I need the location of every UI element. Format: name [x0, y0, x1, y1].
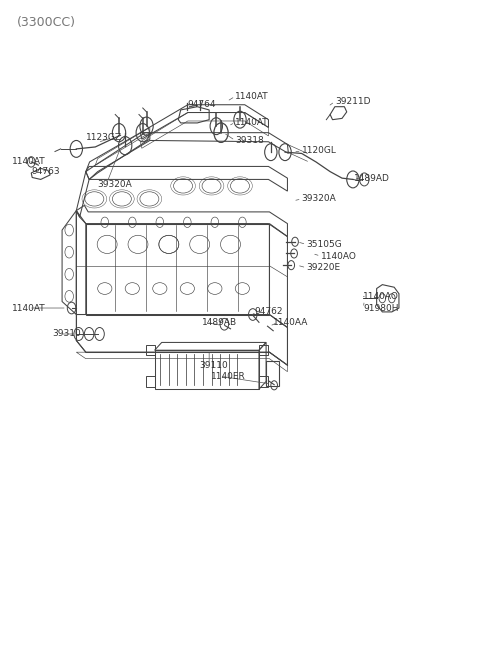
Text: 39318: 39318 — [235, 136, 264, 145]
Text: 1140AT: 1140AT — [12, 303, 46, 312]
Text: 1140AT: 1140AT — [235, 118, 269, 127]
Text: 39320A: 39320A — [97, 180, 132, 189]
Text: 1140AA: 1140AA — [273, 318, 309, 327]
Text: 1140AT: 1140AT — [235, 92, 269, 101]
Text: (3300CC): (3300CC) — [17, 16, 76, 29]
Text: 39220E: 39220E — [306, 263, 340, 272]
Text: 39310: 39310 — [53, 329, 81, 339]
Text: 39211D: 39211D — [335, 97, 371, 106]
Text: 1123GZ: 1123GZ — [86, 134, 122, 142]
Text: 91980H: 91980H — [363, 303, 399, 312]
Text: 1120GL: 1120GL — [301, 146, 336, 155]
Text: 1140AO: 1140AO — [363, 292, 399, 301]
Text: 35105G: 35105G — [306, 240, 342, 249]
Text: 1489AD: 1489AD — [354, 174, 390, 183]
Text: 94762: 94762 — [254, 307, 283, 316]
Text: 1140AT: 1140AT — [12, 157, 46, 166]
Text: 39320A: 39320A — [301, 195, 336, 204]
Text: 1140ER: 1140ER — [211, 371, 245, 381]
Text: 1140AO: 1140AO — [321, 252, 357, 261]
Text: 39110: 39110 — [200, 361, 228, 369]
Text: 1489AB: 1489AB — [202, 318, 237, 327]
Text: 94764: 94764 — [188, 100, 216, 109]
Text: 94763: 94763 — [31, 167, 60, 176]
